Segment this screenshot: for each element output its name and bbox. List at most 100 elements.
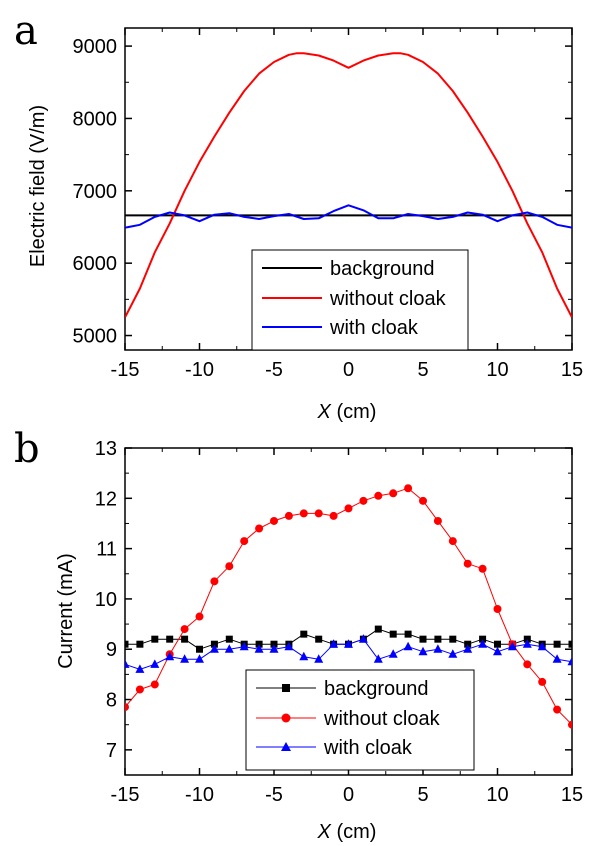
data-point-without-cloak-b xyxy=(255,524,264,533)
panel-a-letter: a xyxy=(14,8,38,54)
data-point-with-cloak-b xyxy=(314,654,324,663)
data-point-without-cloak-b xyxy=(419,496,427,505)
data-point-without-cloak-b xyxy=(195,612,204,621)
data-point-with-cloak-b xyxy=(284,641,294,651)
data-point-with-cloak-b xyxy=(358,634,368,643)
data-point-background-b xyxy=(315,635,323,643)
data-point-with-cloak-b xyxy=(299,651,309,661)
data-point-with-cloak-b xyxy=(552,654,562,663)
x-tick-label-b: -5 xyxy=(265,784,283,806)
data-point-without-cloak-b xyxy=(270,516,278,525)
data-point-with-cloak-b xyxy=(388,649,398,658)
y-axis-title-a: Electric field (V/m) xyxy=(27,105,49,267)
data-point-background-b xyxy=(125,640,129,648)
x-tick-label-b: 15 xyxy=(561,784,583,806)
panel-a: a -15 -10 -5 0 5 10 15 5000 6000 7000 8000 9000 Ele… xyxy=(14,8,583,423)
data-point-background-b xyxy=(553,640,561,648)
y-tick-label-a: 9000 xyxy=(73,36,118,58)
legend-a: background without cloak with cloak xyxy=(251,249,469,351)
data-point-without-cloak-b xyxy=(284,511,293,520)
legend-b-label-background: background xyxy=(324,678,429,700)
data-point-background-b xyxy=(374,625,382,633)
y-tick-label-b: 7 xyxy=(106,740,117,762)
y-tick-label-a: 7000 xyxy=(73,181,118,203)
data-point-without-cloak-b xyxy=(314,509,323,518)
data-point-with-cloak-b xyxy=(135,664,145,673)
data-point-with-cloak-b xyxy=(224,644,234,653)
data-point-with-cloak-b xyxy=(507,641,517,651)
legend-a-box xyxy=(251,249,469,351)
data-point-background-b xyxy=(210,640,218,648)
legend-b-marker-background xyxy=(282,684,290,692)
legend-a-label-with-cloak: with cloak xyxy=(329,317,419,339)
plot-area-b: -15 -10 -5 0 5 10 15 7 8 9 10 11 12 13 xyxy=(95,438,583,806)
y-tick-label-b: 13 xyxy=(95,438,117,460)
data-point-background-b xyxy=(181,635,189,643)
data-point-without-cloak-b xyxy=(448,537,457,546)
data-point-background-b xyxy=(225,635,233,643)
data-point-without-cloak-b xyxy=(344,504,353,513)
data-point-without-cloak-b xyxy=(125,703,129,712)
data-point-without-cloak-b xyxy=(240,537,249,546)
data-point-background-b xyxy=(270,640,278,648)
series-line-without-cloak-a xyxy=(125,52,572,318)
data-point-without-cloak-b xyxy=(329,511,338,520)
data-point-without-cloak-b xyxy=(374,491,383,500)
panel-b: b -15 -10 -5 0 5 10 15 7 8 9 10 11 12 13 Current (mA)… xyxy=(14,426,583,843)
x-tick-label-a: -10 xyxy=(185,359,214,381)
series-group-b xyxy=(125,484,572,729)
data-point-with-cloak-b xyxy=(165,651,175,661)
data-point-background-b xyxy=(255,640,263,648)
data-point-without-cloak-b xyxy=(463,559,472,568)
x-axis-title-b-unit: (cm) xyxy=(331,821,377,843)
data-point-background-b xyxy=(300,630,308,638)
data-point-background-b xyxy=(523,635,531,643)
data-point-without-cloak-b xyxy=(225,562,234,571)
data-point-with-cloak-b xyxy=(329,639,339,648)
data-point-without-cloak-b xyxy=(180,625,189,634)
legend-b-label-with-cloak: with cloak xyxy=(323,737,413,759)
legend-b-marker-without-cloak xyxy=(281,713,291,723)
data-point-without-cloak-b xyxy=(150,680,159,689)
data-point-with-cloak-b xyxy=(448,649,458,658)
data-point-background-b xyxy=(136,640,144,648)
x-tick-label-a: -15 xyxy=(111,359,140,381)
data-point-with-cloak-b xyxy=(478,639,488,648)
data-point-with-cloak-b xyxy=(125,659,130,668)
data-point-with-cloak-b xyxy=(567,656,572,666)
plot-area-a: -15 -10 -5 0 5 10 15 5000 6000 7000 8000 9000 xyxy=(73,27,583,381)
series-group-a xyxy=(125,52,572,318)
data-point-with-cloak-b xyxy=(209,644,219,653)
x-tick-label-a: 10 xyxy=(486,359,508,381)
data-point-with-cloak-b xyxy=(269,644,279,653)
data-point-without-cloak-b xyxy=(538,677,547,686)
y-tick-label-b: 8 xyxy=(106,690,117,712)
data-point-background-b xyxy=(196,645,203,653)
data-point-background-b xyxy=(419,635,427,643)
data-point-without-cloak-b xyxy=(404,484,413,493)
data-point-background-b xyxy=(389,630,397,638)
data-point-background-b xyxy=(494,640,501,648)
x-axis-title-a: X (cm) xyxy=(317,401,377,423)
data-point-without-cloak-b xyxy=(299,509,308,518)
data-point-background-b xyxy=(166,635,174,643)
legend-a-label-without-cloak: without cloak xyxy=(329,288,447,310)
y-tick-label-a: 5000 xyxy=(73,326,118,348)
x-axis-title-a-var: X xyxy=(317,401,332,423)
data-point-without-cloak-b xyxy=(359,496,368,505)
data-point-background-b xyxy=(151,635,159,643)
legend-a-label-background: background xyxy=(330,258,435,280)
data-point-without-cloak-b xyxy=(389,489,398,498)
y-tick-label-b: 11 xyxy=(96,539,117,561)
x-tick-label-a: -5 xyxy=(265,359,283,381)
data-point-with-cloak-b xyxy=(418,646,428,656)
data-point-without-cloak-b xyxy=(210,577,219,586)
x-axis-title-a-unit: (cm) xyxy=(331,401,377,423)
x-tick-label-a: 15 xyxy=(561,359,583,381)
y-tick-label-b: 10 xyxy=(95,589,117,611)
data-point-with-cloak-b xyxy=(537,641,547,651)
legend-b-marker-with-cloak xyxy=(281,742,291,751)
x-tick-label-b: 0 xyxy=(343,784,354,806)
data-point-without-cloak-b xyxy=(135,685,144,694)
data-point-with-cloak-b xyxy=(493,646,502,656)
